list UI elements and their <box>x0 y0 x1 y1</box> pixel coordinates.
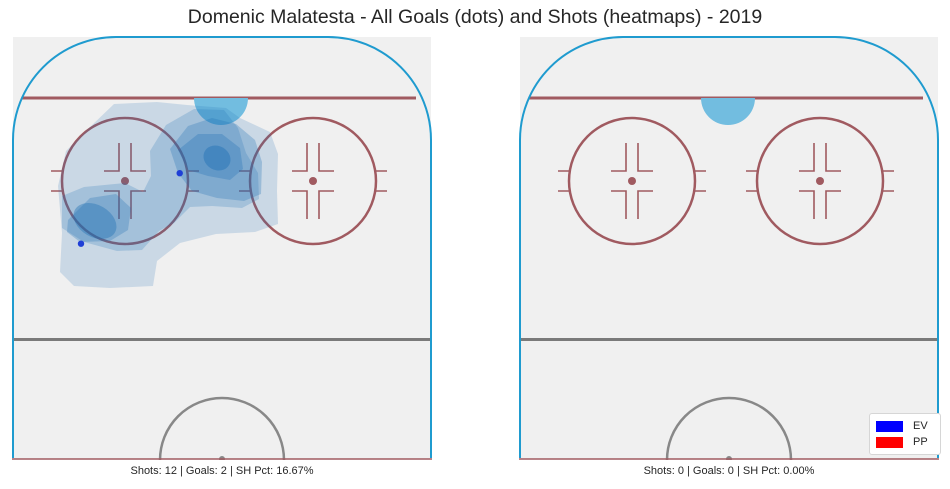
legend-label-ev: EV <box>913 420 928 432</box>
rink-left <box>12 36 432 460</box>
blue-line <box>12 338 432 341</box>
chart-title: Domenic Malatesta - All Goals (dots) and… <box>187 6 763 28</box>
legend-item-ev: EV <box>876 419 928 433</box>
blue-line <box>519 338 939 341</box>
boards-outline <box>519 36 939 458</box>
goal-crease <box>194 98 248 125</box>
legend-swatch-pp <box>876 436 903 448</box>
legend-swatch-ev <box>876 420 903 432</box>
boards-outline <box>12 36 432 458</box>
goal-dots-left <box>77 170 183 247</box>
rink-right <box>519 36 939 460</box>
caption-right: Shots: 0 | Goals: 0 | SH Pct: 0.00% <box>643 465 815 477</box>
goal-dot <box>77 240 85 247</box>
faceoff-circle-left <box>51 116 199 246</box>
faceoff-circle-right <box>239 116 387 246</box>
legend-item-pp: PP <box>876 435 928 449</box>
shot-heatmap <box>58 102 278 288</box>
legend: EV PP <box>869 413 941 455</box>
neutral-zone-circle <box>158 396 286 460</box>
faceoff-circle-right <box>746 116 894 246</box>
legend-label-pp: PP <box>913 436 928 448</box>
caption-left: Shots: 12 | Goals: 2 | SH Pct: 16.67% <box>130 465 314 477</box>
goal-crease <box>701 98 755 125</box>
goal-dot <box>176 170 183 177</box>
neutral-zone-circle <box>665 396 793 460</box>
faceoff-circle-left <box>558 116 706 246</box>
